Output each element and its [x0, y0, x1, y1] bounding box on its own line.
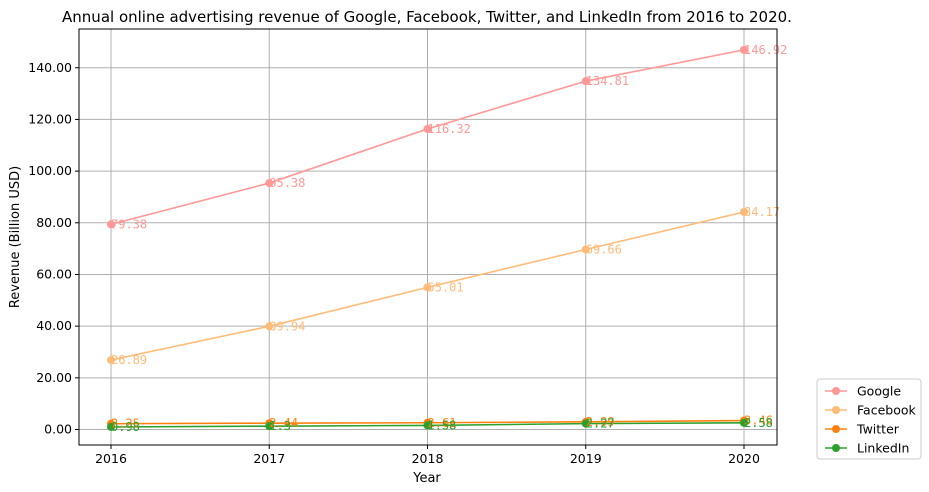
data-point-facebook	[107, 356, 115, 365]
grid	[79, 29, 777, 445]
data-point-linkedin	[581, 419, 590, 428]
legend-marker	[832, 444, 840, 452]
legend-label: Facebook	[857, 403, 916, 418]
legend-marker	[832, 387, 840, 395]
y-tick-label: 100.00	[28, 163, 72, 178]
series-lines	[107, 45, 748, 431]
data-label-google: 79.38	[111, 217, 147, 231]
data-label-facebook: 69.66	[586, 243, 622, 257]
data-label-facebook: 26.89	[111, 353, 147, 367]
data-point-linkedin	[423, 421, 432, 430]
x-tick-label: 2018	[412, 451, 444, 466]
data-point-facebook	[581, 245, 590, 254]
legend-label: Twitter	[856, 422, 900, 437]
data-label-linkedin: 2.58	[744, 416, 773, 430]
chart-title: Annual online advertising revenue of Goo…	[62, 8, 792, 26]
data-label-linkedin: 0.98	[111, 420, 140, 434]
y-tick-label: 80.00	[36, 215, 72, 230]
legend-box	[816, 378, 922, 460]
y-axis-label: Revenue (Billion USD)	[8, 166, 23, 308]
data-point-linkedin	[107, 422, 115, 431]
x-tick-label: 2019	[570, 451, 602, 466]
x-axis-ticks: 2016 2017 2018 2019 2020	[95, 445, 760, 466]
x-axis-label: Year	[412, 471, 441, 486]
data-label-twitter: 2.25	[111, 417, 140, 431]
data-point-facebook	[740, 208, 748, 217]
data-label-google: 134.81	[586, 74, 629, 88]
data-point-facebook	[423, 283, 432, 292]
data-label-google: 95.38	[269, 176, 305, 190]
y-tick-label: 0.00	[44, 421, 72, 436]
data-point-facebook	[265, 322, 274, 331]
x-tick-label: 2017	[253, 451, 285, 466]
data-point-google	[265, 179, 274, 188]
legend-label: Google	[857, 384, 901, 399]
data-label-twitter: 2.44	[269, 416, 298, 430]
data-point-linkedin	[265, 422, 274, 431]
data-label-facebook: 84.17	[744, 205, 780, 219]
x-tick-label: 2020	[728, 451, 760, 466]
data-point-linkedin	[740, 418, 748, 427]
data-point-google	[107, 220, 115, 229]
legend: Google Facebook Twitter LinkedIn	[816, 378, 922, 460]
data-label-linkedin: 1.58	[428, 418, 457, 432]
data-label-google: 146.92	[744, 43, 787, 57]
data-label-linkedin: 2.27	[586, 417, 615, 431]
data-label-twitter: 3.46	[744, 414, 773, 428]
data-point-google	[581, 77, 590, 86]
y-tick-label: 120.00	[28, 111, 72, 126]
legend-marker	[832, 425, 840, 433]
data-point-google	[423, 124, 432, 133]
x-tick-label: 2016	[95, 451, 127, 466]
data-label-google: 116.32	[428, 122, 471, 136]
data-point-google	[740, 45, 748, 54]
legend-marker	[832, 406, 840, 414]
data-label-twitter: 2.61	[428, 416, 457, 430]
y-tick-label: 20.00	[36, 370, 72, 385]
data-label-facebook: 39.94	[269, 319, 305, 333]
data-label-facebook: 55.01	[428, 280, 464, 294]
y-tick-label: 40.00	[36, 318, 72, 333]
data-label-linkedin: 1.3	[269, 419, 291, 433]
legend-label: LinkedIn	[857, 441, 909, 456]
y-tick-label: 140.00	[28, 60, 72, 75]
data-labels: 79.38 95.38 116.32 134.81 146.92 26.89 39.94 55…	[111, 43, 787, 434]
data-label-twitter: 2.99	[586, 415, 615, 429]
y-axis-ticks: 0.00 20.00 40.00 60.00 80.00 100.00 120.00 140.…	[28, 60, 79, 436]
y-tick-label: 60.00	[36, 266, 72, 281]
